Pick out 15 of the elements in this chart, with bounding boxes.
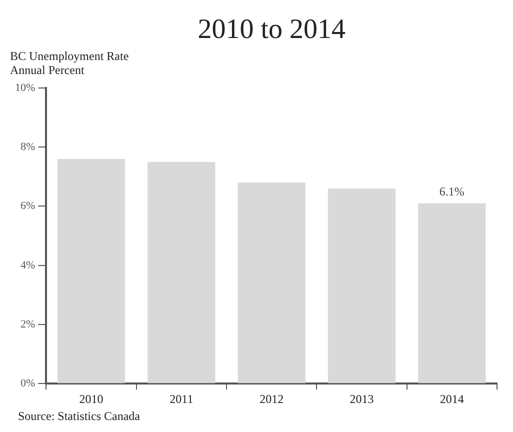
y-tick-label: 0% <box>20 377 36 390</box>
y-tick-label: 10% <box>14 82 36 94</box>
y-tick-label: 2% <box>20 318 36 330</box>
y-tick-label: 6% <box>20 200 36 212</box>
y-tick-label: 8% <box>20 141 36 154</box>
x-tick-label: 2013 <box>350 392 374 406</box>
y-axis-title: BC Unemployment Rate Annual Percent <box>10 49 129 77</box>
chart-title: 2010 to 2014 <box>198 14 346 45</box>
x-tick-label: 2014 <box>440 392 464 406</box>
source-note: Source: Statistics Canada <box>18 409 141 423</box>
data-label: 6.1% <box>439 184 464 198</box>
x-tick-label: 2011 <box>170 392 194 406</box>
x-tick-label: 2012 <box>260 392 284 406</box>
x-tick-label: 2010 <box>79 392 104 406</box>
y-tick-label: 4% <box>20 259 36 272</box>
